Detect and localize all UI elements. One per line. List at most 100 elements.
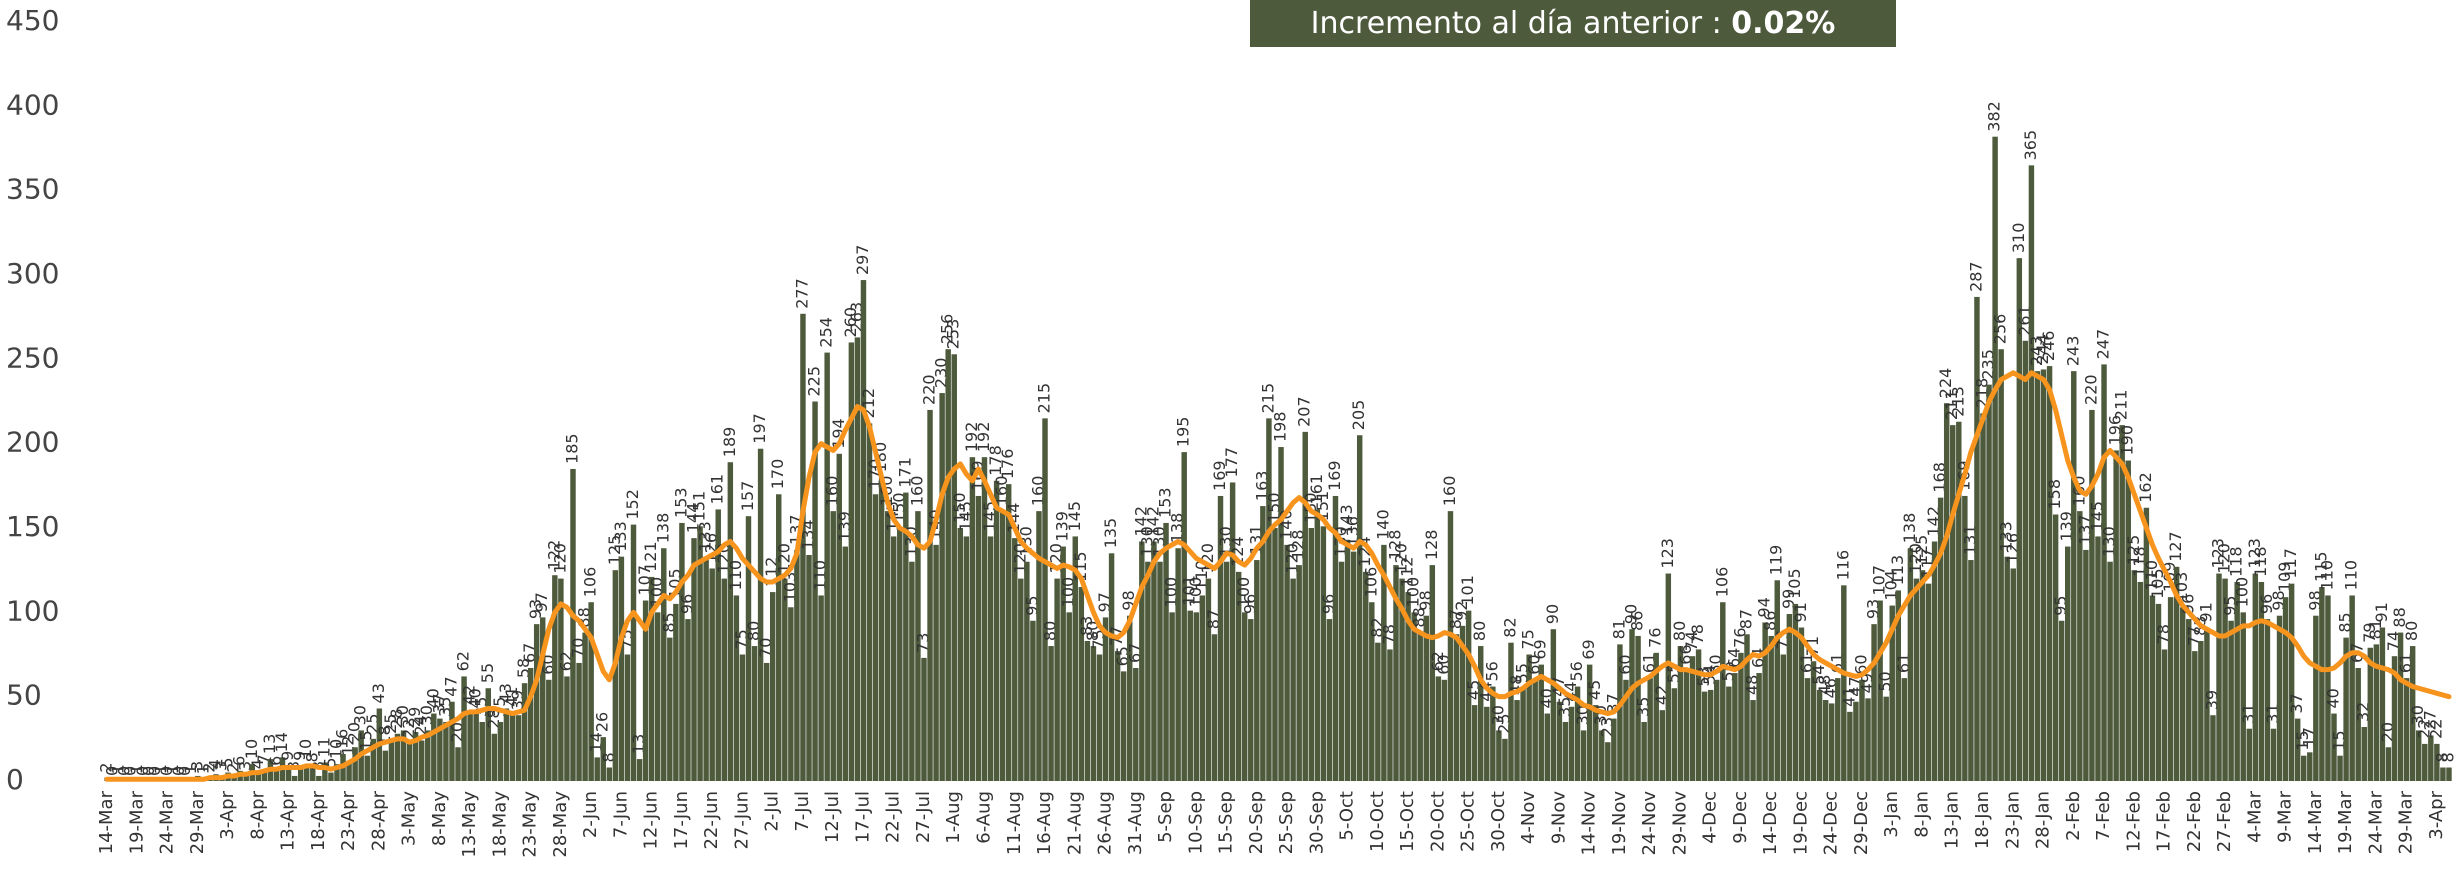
bar: [1417, 632, 1423, 781]
x-tick-label: 18-May: [489, 791, 510, 858]
x-tick-label: 12-Jul: [822, 791, 843, 843]
value-label: 260: [841, 307, 860, 338]
bar: [1205, 578, 1212, 781]
bar: [412, 732, 419, 781]
value-label: 22: [2414, 719, 2433, 739]
bar: [2010, 568, 2016, 781]
bar: [1199, 595, 1206, 781]
bar: [2149, 595, 2156, 781]
value-label: 113: [1888, 555, 1907, 586]
bar: [1962, 495, 1968, 781]
bar: [1387, 649, 1393, 781]
bar: [443, 721, 449, 781]
value-label: 10: [242, 739, 261, 759]
value-label: 71: [1803, 636, 1822, 656]
x-tick-label: 11-Aug: [1004, 791, 1025, 855]
bar: [1375, 642, 1381, 781]
bar: [1078, 587, 1085, 781]
bar: [1356, 435, 1363, 781]
bar: [1617, 644, 1623, 781]
bar: [1139, 541, 1145, 781]
bar: [945, 349, 951, 781]
bar: [2131, 570, 2138, 781]
value-label: 145: [1065, 501, 1084, 532]
bar: [903, 492, 909, 781]
bar: [1508, 642, 1514, 781]
bar: [2107, 561, 2113, 781]
value-label: 169: [1210, 460, 1229, 491]
value-label: 16: [333, 729, 352, 749]
value-label: 87: [1446, 609, 1465, 629]
value-label: 25: [381, 713, 400, 733]
bar: [1859, 679, 1865, 781]
bar: [921, 657, 927, 781]
x-tick-label: 27-Feb: [2214, 791, 2235, 852]
value-label: 382: [1985, 101, 2004, 132]
value-label: 220: [2081, 374, 2100, 405]
x-tick-label: 1-Aug: [943, 791, 964, 844]
value-label: 171: [895, 457, 914, 488]
x-tick-label: 12-Feb: [2123, 791, 2144, 852]
value-label: 135: [1101, 518, 1120, 549]
bar: [1393, 565, 1399, 781]
value-label: 62: [1428, 651, 1447, 671]
bar: [1302, 431, 1308, 781]
bar: [1235, 571, 1242, 781]
value-label: 244: [2033, 334, 2052, 365]
bar: [1405, 592, 1411, 781]
x-tick-label: 16-Aug: [1034, 791, 1055, 855]
value-label: 55: [478, 663, 497, 683]
bar: [1768, 635, 1774, 781]
bar: [546, 679, 552, 781]
value-label: 169: [1325, 460, 1344, 491]
annotation-box: [1250, 0, 1896, 47]
bar: [969, 457, 976, 781]
bar: [1629, 629, 1635, 781]
bar: [897, 528, 903, 781]
value-label: 91: [2372, 602, 2391, 622]
bar: [455, 747, 461, 781]
value-label: 96: [2257, 594, 2276, 614]
value-label: 157: [738, 481, 757, 512]
value-label: 75: [1519, 629, 1538, 649]
bar: [1774, 580, 1780, 781]
bar: [2137, 581, 2144, 781]
value-label: 0: [133, 766, 152, 776]
bar: [1726, 686, 1732, 781]
value-label: 0: [169, 766, 188, 776]
bar: [1520, 688, 1526, 781]
value-label: 212: [859, 388, 878, 419]
value-label: 139: [1053, 511, 1072, 542]
value-label: 310: [2009, 223, 2028, 254]
bar: [588, 602, 594, 781]
bar: [2052, 514, 2059, 781]
value-label: 94: [1755, 597, 1774, 617]
value-label: 120: [1906, 543, 1925, 574]
bar: [612, 570, 619, 781]
bar: [1611, 718, 1617, 781]
value-label: 287: [1966, 261, 1985, 292]
value-label: 14: [272, 732, 291, 752]
bar: [1956, 421, 1962, 781]
bar: [806, 554, 812, 781]
bar: [1931, 541, 1938, 781]
bar: [304, 764, 310, 781]
x-tick-label: 20-Sep: [1246, 791, 1267, 854]
value-label: 110: [2317, 560, 2336, 591]
bar: [2028, 165, 2035, 781]
value-label: 6: [230, 756, 249, 766]
bar: [2355, 667, 2361, 781]
bar: [1659, 710, 1665, 781]
bar: [1114, 651, 1121, 781]
x-tick-label: 29-Mar: [187, 790, 208, 854]
bar: [1018, 578, 1024, 781]
bar: [521, 683, 528, 781]
value-label: 247: [2094, 329, 2113, 360]
bar: [2192, 651, 2198, 781]
bar: [1853, 701, 1859, 781]
y-tick-label: 300: [6, 257, 59, 290]
bar: [2095, 536, 2101, 781]
value-label: 192: [962, 422, 981, 453]
bar: [2167, 597, 2174, 781]
value-label: 101: [1180, 575, 1199, 606]
